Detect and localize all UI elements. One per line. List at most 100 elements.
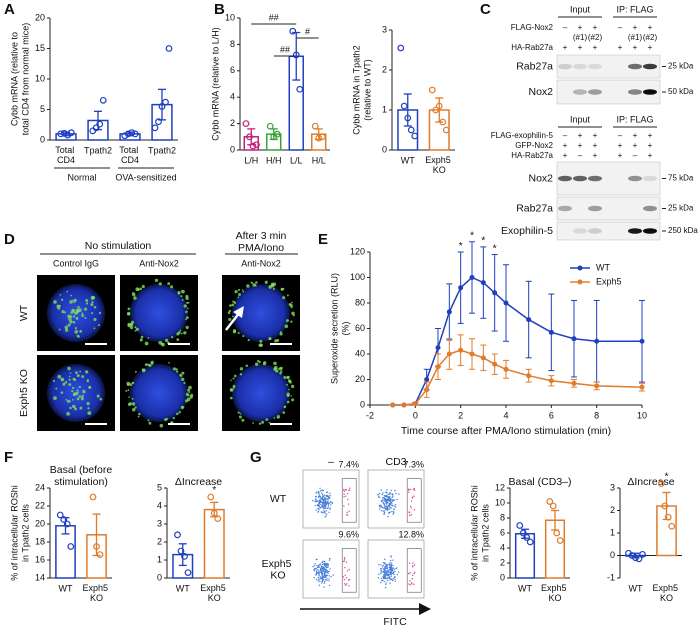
event-dot (319, 496, 321, 498)
y-axis-label: Superoxide secretion (RLU) (329, 273, 339, 384)
event-dot (316, 564, 318, 567)
data-point (57, 130, 65, 138)
fluorescence-dot (141, 284, 145, 289)
fluorescence-dot (177, 331, 181, 335)
lane-mark: + (633, 141, 638, 150)
event-dot (411, 577, 414, 580)
blot-band (628, 63, 642, 70)
event-dot (328, 559, 331, 561)
event-dot (317, 569, 319, 571)
event-dot (391, 570, 394, 572)
data-point (435, 345, 441, 351)
fluorescence-dot (68, 375, 71, 378)
event-dot (322, 489, 325, 492)
event-dot (386, 574, 388, 577)
event-dot (318, 570, 320, 572)
event-dot (384, 563, 386, 565)
fluorescence-dot (288, 388, 290, 391)
blot-band (643, 89, 657, 95)
fluorescence-dot (134, 370, 137, 373)
fluorescence-dot (53, 396, 57, 400)
event-dot (324, 501, 326, 504)
event-dot (380, 564, 382, 566)
lane-mark: + (618, 43, 623, 52)
data-point (184, 569, 192, 576)
data-point (526, 373, 532, 379)
fluorescence-dot (58, 328, 61, 331)
fluorescence-dot (131, 397, 134, 400)
data-point (439, 118, 447, 126)
fluorescence-dot (78, 385, 81, 389)
blot-band (588, 63, 602, 70)
event-dot (319, 571, 321, 574)
fluorescence-dot (150, 361, 154, 365)
x-tick-label: Exph5 KO (82, 583, 110, 603)
fluorescence-dot (72, 386, 75, 390)
y-tick-label: 0 (157, 572, 162, 582)
fluorescence-dot (179, 374, 183, 377)
event-dot (318, 574, 321, 576)
data-point (165, 45, 173, 52)
y-tick-label: 2 (500, 557, 505, 567)
event-dot (408, 489, 410, 491)
event-dot (317, 511, 319, 513)
fluorescence-dot (73, 392, 77, 395)
fluorescence-dot (286, 393, 290, 397)
y-tick-label: 22 (35, 500, 45, 510)
fluorescence-dot (176, 338, 180, 341)
group-label: Normal (67, 172, 96, 182)
event-dot (327, 566, 329, 569)
y-tick-label: 0 (360, 399, 365, 409)
fluorescence-dot (279, 366, 283, 370)
x-tick-label: 2 (458, 410, 463, 420)
fluorescence-dot (276, 416, 279, 419)
fluorescence-dot (287, 379, 292, 383)
data-point (639, 384, 645, 390)
fluorescence-dot (176, 370, 179, 373)
event-dot (318, 490, 320, 493)
event-dot (389, 568, 391, 570)
fluorescence-dot (99, 397, 103, 401)
event-dot (342, 489, 345, 491)
data-point (131, 130, 139, 138)
blot-band (558, 63, 572, 70)
event-dot (318, 566, 320, 568)
fluorescence-dot (72, 398, 74, 401)
fluorescence-dot (291, 311, 295, 316)
fluorescence-dot (247, 338, 250, 342)
event-dot (390, 559, 392, 562)
data-point (318, 133, 326, 141)
fluorescence-dot (254, 362, 259, 367)
legend-label: Exph5 (596, 276, 622, 286)
data-point (242, 120, 250, 127)
event-dot (389, 576, 391, 579)
fluorescence-dot (71, 309, 75, 313)
fluorescence-dot (58, 304, 61, 308)
event-dot (378, 564, 380, 566)
column-label: Control IgG (53, 258, 99, 268)
fluorescence-dot (69, 320, 73, 324)
fluorescence-dot (282, 411, 286, 414)
fluorescence-dot (75, 316, 79, 320)
data-point (296, 85, 304, 93)
event-dot (319, 568, 322, 571)
data-point (174, 531, 181, 539)
data-point (526, 317, 532, 323)
event-dot (385, 500, 388, 502)
data-point (503, 366, 509, 372)
fluorescence-dot (185, 392, 189, 396)
bar (203, 508, 225, 579)
event-dot (327, 507, 329, 510)
band-label: Rab27a (516, 60, 553, 72)
event-dot (386, 569, 388, 571)
event-dot (394, 580, 396, 582)
blot-band (588, 175, 602, 182)
fluorescence-dot (232, 330, 237, 334)
nucleus (130, 284, 188, 342)
y-axis-label: (%) (340, 322, 350, 336)
event-dot (388, 508, 390, 510)
fluorescence-dot (237, 296, 240, 299)
data-point (128, 129, 136, 137)
size-marker: 50 kDa (668, 87, 694, 96)
event-dot (315, 578, 318, 581)
